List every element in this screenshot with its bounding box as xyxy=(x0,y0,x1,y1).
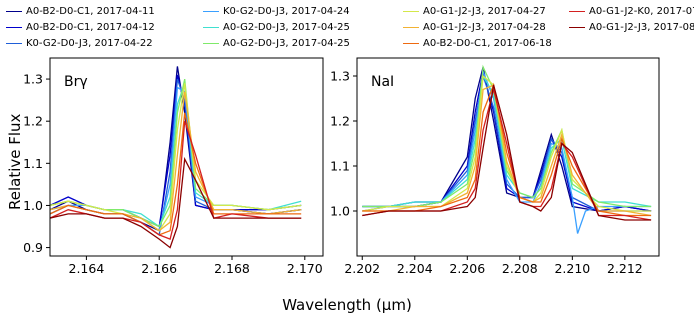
series-group xyxy=(50,66,302,249)
legend-swatch xyxy=(203,43,219,44)
series-line xyxy=(362,84,652,217)
legend-swatch xyxy=(203,27,219,28)
series-line xyxy=(362,74,652,208)
panel-label: NaI xyxy=(371,74,394,90)
legend-swatch xyxy=(203,11,219,12)
x-tick-label: 2.202 xyxy=(344,261,380,276)
legend-swatch xyxy=(403,43,419,44)
x-tick-label: 2.166 xyxy=(141,261,177,276)
panel-2: 2.202 2.204 2.206 2.208 2.210 2.212 1.0 1.1 1.2 1… xyxy=(330,57,660,276)
legend-swatch xyxy=(6,27,22,28)
legend-item: A0-G1-J2-J3, 2017-08-28 xyxy=(569,22,694,33)
legend-label: A0-B2-D0-C1, 2017-04-11 xyxy=(26,6,155,17)
legend-label: K0-G2-D0-J3, 2017-04-22 xyxy=(26,38,153,49)
panel-1: 2.164 2.166 2.168 2.170 0.9 1.0 1.1 1.2 1.3 Brγ xyxy=(23,57,324,276)
x-tick-label: 2.212 xyxy=(607,261,643,276)
y-tick-label: 1.1 xyxy=(23,156,43,171)
legend-label: K0-G2-D0-J3, 2017-04-24 xyxy=(223,6,350,17)
legend-item: K0-G2-D0-J3, 2017-04-24 xyxy=(203,6,350,17)
legend-item: A0-G1-J2-K0, 2017-07-26 xyxy=(569,6,694,17)
legend-swatch xyxy=(403,11,419,12)
y-tick-label: 1.3 xyxy=(23,72,43,87)
y-tick-label: 1.0 xyxy=(330,204,350,219)
legend-item: A0-G1-J2-J3, 2017-04-28 xyxy=(403,22,546,33)
series-line xyxy=(50,83,302,232)
legend-swatch xyxy=(403,27,419,28)
legend-label: A0-G1-J2-J3, 2017-04-27 xyxy=(423,6,546,17)
legend-swatch xyxy=(569,11,585,12)
x-tick-label: 2.204 xyxy=(397,261,433,276)
x-tick-label: 2.206 xyxy=(449,261,485,276)
x-tick-label: 2.168 xyxy=(214,261,250,276)
y-tick-label: 1.2 xyxy=(23,114,43,129)
y-tick-label: 1.3 xyxy=(330,69,350,84)
legend-item: K0-G2-D0-J3, 2017-04-22 xyxy=(6,38,153,49)
y-tick-label: 1.1 xyxy=(330,159,350,174)
legend-label: A0-G1-J2-K0, 2017-07-26 xyxy=(589,6,694,17)
x-axis-label: Wavelength (μm) xyxy=(282,296,412,314)
panel-label: Brγ xyxy=(64,74,88,90)
x-tick-label: 2.164 xyxy=(69,261,105,276)
legend-item: A0-B2-D0-C1, 2017-04-12 xyxy=(6,22,155,33)
legend-label: A0-B2-D0-C1, 2017-04-12 xyxy=(26,22,155,33)
series-line xyxy=(362,82,652,217)
legend: A0-B2-D0-C1, 2017-04-11 A0-B2-D0-C1, 2017… xyxy=(0,0,694,58)
legend-item: A0-G1-J2-J3, 2017-04-27 xyxy=(403,6,546,17)
series-line xyxy=(362,84,652,221)
legend-swatch xyxy=(6,43,22,44)
x-tick-label: 2.208 xyxy=(502,261,538,276)
plot-frame xyxy=(49,57,324,257)
legend-item: A0-G2-D0-J3, 2017-04-25 xyxy=(203,38,350,49)
legend-item: A0-B2-D0-C1, 2017-04-11 xyxy=(6,6,155,17)
legend-label: A0-B2-D0-C1, 2017-06-18 xyxy=(423,38,552,49)
legend-item: A0-B2-D0-C1, 2017-06-18 xyxy=(403,38,552,49)
x-tick-label: 2.210 xyxy=(554,261,590,276)
legend-label: A0-G2-D0-J3, 2017-04-25 xyxy=(223,38,350,49)
y-axis-label: Relative Flux xyxy=(6,113,24,210)
plot-frame xyxy=(356,57,660,257)
x-tick-label: 2.170 xyxy=(287,261,323,276)
legend-swatch xyxy=(6,11,22,12)
y-tick-label: 0.9 xyxy=(23,240,43,255)
legend-item: A0-G2-D0-J3, 2017-04-25 xyxy=(203,22,350,33)
series-line xyxy=(50,112,302,236)
series-line xyxy=(362,66,652,212)
legend-label: A0-G1-J2-J3, 2017-04-28 xyxy=(423,22,546,33)
y-tick-label: 1.2 xyxy=(330,114,350,129)
legend-label: A0-G1-J2-J3, 2017-08-28 xyxy=(589,22,694,33)
series-line xyxy=(50,156,302,249)
series-group xyxy=(362,64,652,234)
legend-swatch xyxy=(569,27,585,28)
y-tick-label: 1.0 xyxy=(23,198,43,213)
legend-label: A0-G2-D0-J3, 2017-04-25 xyxy=(223,22,350,33)
